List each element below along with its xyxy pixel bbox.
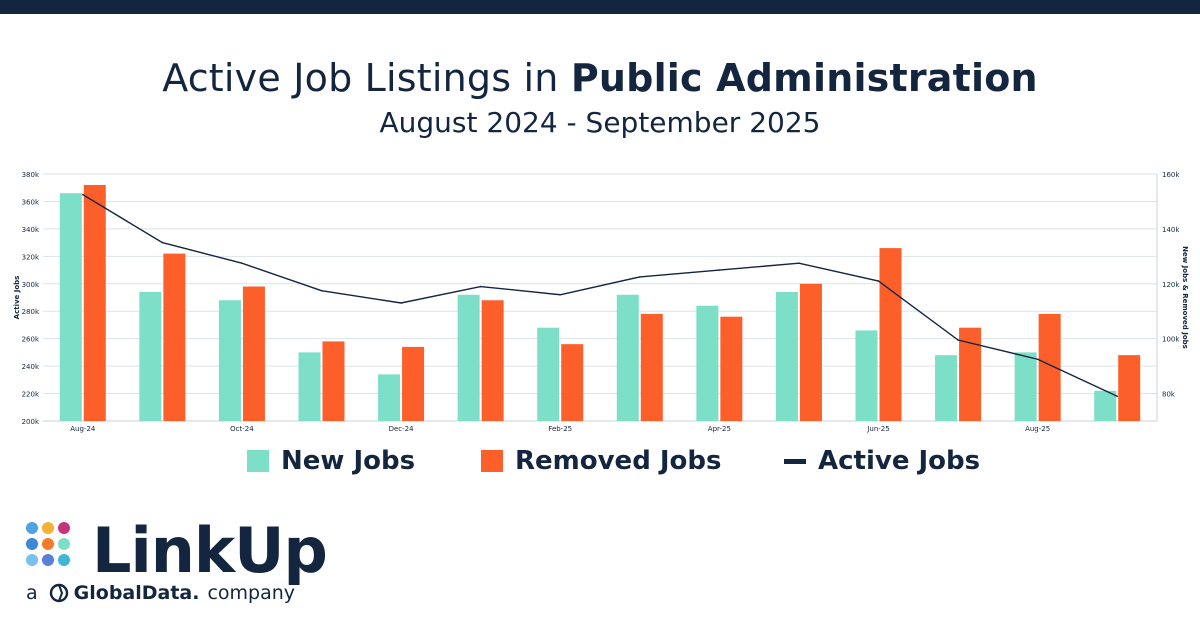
bar-new-jobs xyxy=(537,327,560,421)
point-active-jobs xyxy=(479,285,482,288)
chart-title: Active Job Listings in Public Administra… xyxy=(0,56,1200,100)
point-active-jobs xyxy=(559,293,562,296)
bar-new-jobs xyxy=(59,193,82,421)
x-tick-label: Jun-25 xyxy=(866,425,889,433)
title-prefix: Active Job Listings in xyxy=(162,56,571,100)
point-active-jobs xyxy=(638,276,641,278)
y-tick-label: 300k xyxy=(22,281,40,289)
bar-removed-jobs xyxy=(481,300,504,421)
y2-axis-title: New Jobs & Removed Jobs xyxy=(1181,246,1189,349)
bar-removed-jobs xyxy=(1038,313,1061,421)
globaldata-icon xyxy=(49,583,68,603)
bar-new-jobs xyxy=(616,294,639,421)
point-active-jobs xyxy=(957,339,959,341)
legend-removed-jobs-label: Removed Jobs xyxy=(515,446,722,476)
legend-removed-jobs-swatch xyxy=(481,450,503,472)
point-active-jobs xyxy=(798,262,800,264)
bar-new-jobs xyxy=(696,305,719,421)
bar-removed-jobs xyxy=(322,341,345,421)
y-tick-label: 220k xyxy=(22,391,40,399)
legend-active-jobs-label: Active Jobs xyxy=(818,446,981,476)
x-tick-label: Apr-25 xyxy=(708,425,731,433)
legend-new-jobs: New Jobs xyxy=(247,446,415,476)
logo-wordmark: LinkUp xyxy=(92,514,328,587)
bar-new-jobs xyxy=(1014,352,1037,421)
x-tick-label: Aug-24 xyxy=(70,425,96,433)
y-tick-label: 380k xyxy=(22,171,40,179)
y-axis-title: Active Jobs xyxy=(13,276,21,320)
x-tick-label: Feb-25 xyxy=(548,425,572,433)
y2-tick-label: 140k xyxy=(1162,226,1180,234)
x-tick-label: Oct-24 xyxy=(230,425,254,433)
x-tick-label: Aug-25 xyxy=(1025,425,1050,433)
point-active-jobs xyxy=(718,269,721,271)
y-tick-label: 260k xyxy=(22,336,40,344)
y-tick-label: 320k xyxy=(22,253,40,261)
legend-active-jobs: Active Jobs xyxy=(784,446,980,476)
bar-removed-jobs xyxy=(959,327,982,421)
bar-new-jobs xyxy=(775,292,798,421)
y-tick-label: 200k xyxy=(22,418,40,426)
y2-tick-label: 80k xyxy=(1162,391,1176,399)
bar-new-jobs xyxy=(935,355,958,421)
y-tick-label: 240k xyxy=(22,363,40,371)
legend: New Jobs Removed Jobs Active Jobs xyxy=(0,446,1200,482)
bar-new-jobs xyxy=(139,292,162,421)
bar-removed-jobs xyxy=(402,346,425,421)
bar-new-jobs xyxy=(378,374,401,421)
bar-new-jobs xyxy=(1094,390,1117,421)
bar-new-jobs xyxy=(218,300,241,421)
point-active-jobs xyxy=(877,280,880,282)
point-active-jobs xyxy=(1036,358,1039,361)
point-active-jobs xyxy=(161,241,164,244)
y-tick-label: 280k xyxy=(22,308,40,316)
title-bold: Public Administration xyxy=(570,56,1038,100)
job-listings-chart: 200k 220k 240k 260k 280k 300k 320k 340k 360k 380k… xyxy=(13,171,1189,433)
legend-new-jobs-label: New Jobs xyxy=(281,446,416,476)
bar-removed-jobs xyxy=(640,313,663,421)
tagline-prefix: a xyxy=(26,582,38,604)
legend-active-jobs-swatch xyxy=(784,458,806,464)
point-active-jobs xyxy=(400,302,402,304)
chart-subtitle: August 2024 - September 2025 xyxy=(379,106,821,139)
bar-removed-jobs xyxy=(720,316,743,421)
legend-new-jobs-swatch xyxy=(247,450,269,472)
top-bar xyxy=(0,0,1200,14)
bar-removed-jobs xyxy=(799,283,822,421)
bar-removed-jobs xyxy=(163,253,186,421)
bar-removed-jobs xyxy=(242,286,265,421)
tagline-suffix: company xyxy=(207,582,296,604)
logo-tagline: a GlobalData. company xyxy=(26,582,295,604)
x-tick-label: Dec-24 xyxy=(389,425,415,433)
y2-tick-label: 120k xyxy=(1162,281,1180,289)
linkup-logo: LinkUp a GlobalData. company xyxy=(26,518,346,608)
point-active-jobs xyxy=(320,289,323,292)
bar-removed-jobs xyxy=(561,344,584,421)
line-active-jobs xyxy=(82,193,1118,397)
bar-new-jobs xyxy=(855,330,878,421)
y2-tick-label: 100k xyxy=(1162,336,1180,344)
bar-removed-jobs xyxy=(1118,355,1141,421)
point-active-jobs xyxy=(1116,395,1119,398)
legend-removed-jobs: Removed Jobs xyxy=(481,446,721,476)
bar-removed-jobs xyxy=(83,184,106,421)
y2-tick-label: 160k xyxy=(1162,171,1180,179)
y-tick-label: 360k xyxy=(22,198,40,206)
y-tick-label: 340k xyxy=(22,226,40,234)
tagline-company: GlobalData. xyxy=(73,582,200,604)
point-active-jobs xyxy=(81,193,84,196)
bar-new-jobs xyxy=(298,352,321,421)
bar-removed-jobs xyxy=(879,248,902,421)
bar-new-jobs xyxy=(457,294,480,421)
point-active-jobs xyxy=(241,262,243,264)
